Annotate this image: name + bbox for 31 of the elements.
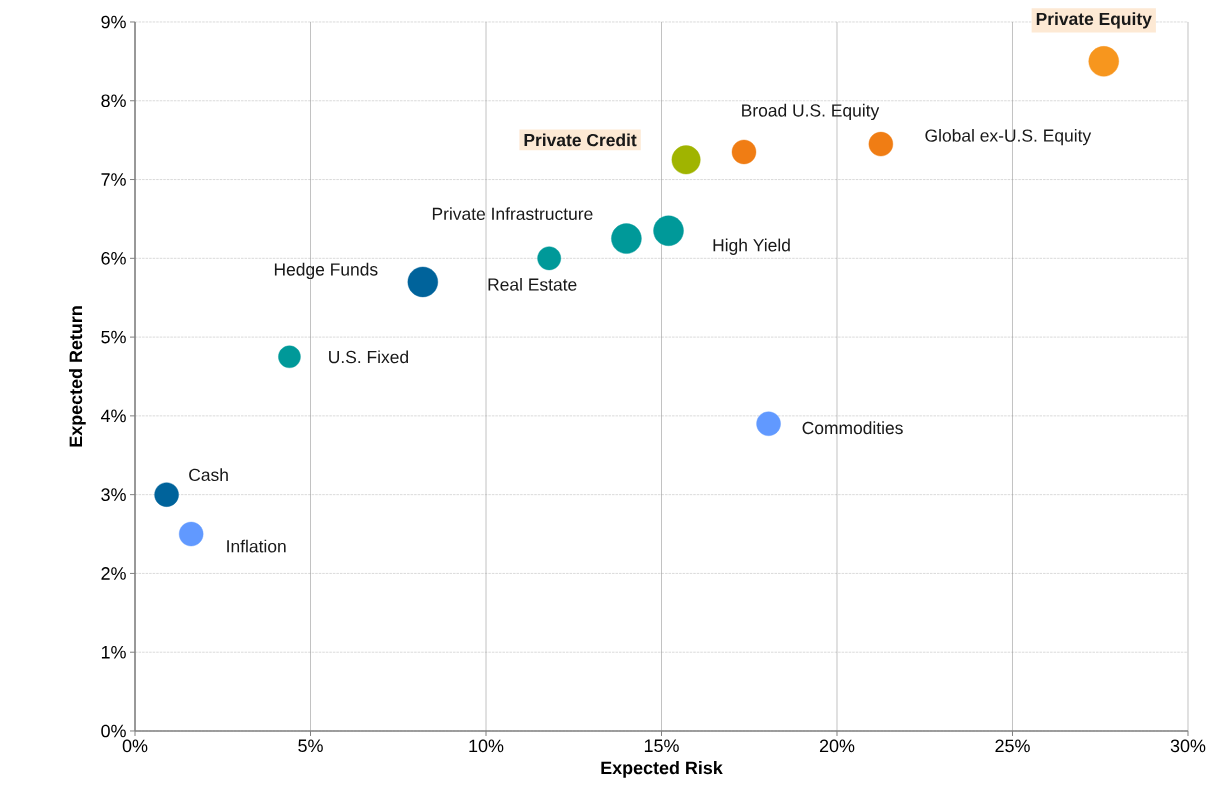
y-tick-label: 2% [101, 567, 126, 580]
x-tick-label: 10% [469, 739, 504, 753]
annotation: U.S. Fixed [329, 350, 409, 364]
annotation: Global ex-U.S. Equity [925, 128, 1092, 146]
y-tick-label: 5% [101, 330, 126, 344]
x-tick-label: 5% [298, 739, 323, 753]
annotation: Commodities [802, 421, 903, 435]
y-tick-label: 1% [101, 645, 126, 659]
annotation: Private Infrastructure [432, 207, 593, 221]
annotation: High Yield [713, 238, 790, 255]
annotation: Cash [189, 468, 228, 482]
annotation: Real Estate [488, 277, 577, 291]
y-tick-label: 3% [101, 488, 126, 501]
y-tick-label: 0% [101, 724, 126, 738]
x-tick-label: 30% [1170, 739, 1206, 753]
x-tick-label: 15% [644, 739, 679, 753]
annotation: Inflation [227, 539, 286, 553]
annotation: Private Equity [1036, 12, 1152, 29]
x-axis-title: Expected Risk [601, 761, 723, 778]
y-axis-title: Expected Return [69, 306, 86, 447]
y-tick-label: 4% [100, 409, 126, 423]
y-tick-label: 9% [101, 15, 126, 29]
y-tick-label: 8% [101, 94, 126, 108]
y-tick-label: 6% [101, 251, 126, 265]
annotation: Broad U.S. Equity [742, 103, 880, 121]
y-tick-label: 7% [101, 173, 126, 186]
annotation: Hedge Funds [274, 262, 378, 280]
x-tick-label: 25% [995, 739, 1030, 753]
x-tick-label: 0% [122, 739, 148, 753]
annotation: Private Credit [524, 133, 637, 147]
x-tick-label: 20% [819, 739, 855, 753]
